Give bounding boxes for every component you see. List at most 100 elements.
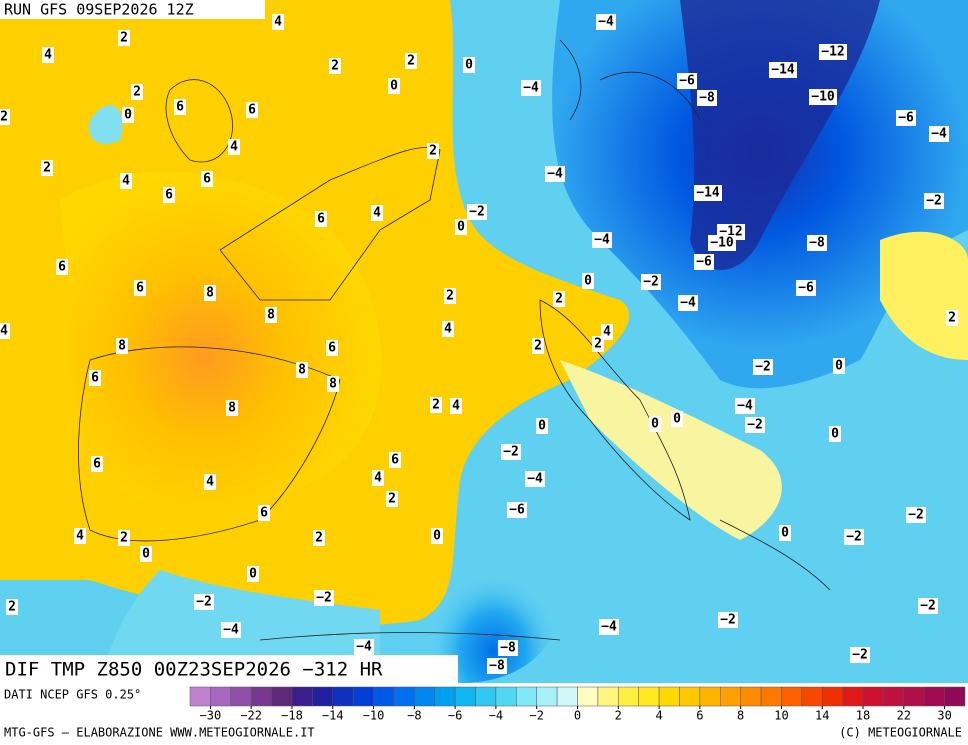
contour-label: 6 bbox=[165, 188, 173, 203]
contour-label: 4 bbox=[452, 399, 460, 414]
colorbar-swatch bbox=[801, 686, 823, 707]
label-box bbox=[532, 338, 544, 354]
contour-label: 6 bbox=[136, 281, 144, 296]
colorbar-label: −22 bbox=[240, 709, 262, 723]
label-box bbox=[906, 507, 926, 523]
label-box bbox=[405, 53, 417, 69]
colorbar-label: −10 bbox=[363, 709, 385, 723]
run-label: RUN GFS 09SEP2026 12Z bbox=[4, 1, 194, 19]
label-box bbox=[501, 444, 521, 460]
contour-label: 2 bbox=[120, 31, 128, 46]
label-box bbox=[463, 57, 475, 73]
label-box bbox=[498, 640, 518, 656]
colorbar-swatch bbox=[475, 686, 497, 707]
contour-label: 0 bbox=[390, 79, 398, 94]
colorbar-label: −8 bbox=[407, 709, 421, 723]
label-box bbox=[918, 598, 938, 614]
colorbar-label: −6 bbox=[448, 709, 462, 723]
label-box bbox=[796, 280, 816, 296]
contour-label: −4 bbox=[223, 623, 239, 638]
label-box bbox=[694, 185, 722, 201]
colorbar-swatch bbox=[740, 686, 762, 707]
label-box bbox=[641, 274, 661, 290]
label-box bbox=[694, 254, 714, 270]
contour-label: 4 bbox=[444, 322, 452, 337]
label-box bbox=[89, 370, 101, 386]
contour-label: 8 bbox=[298, 363, 306, 378]
label-box bbox=[708, 235, 736, 251]
contour-label: −2 bbox=[755, 360, 771, 375]
contour-label: 6 bbox=[58, 260, 66, 275]
label-box bbox=[163, 187, 175, 203]
colorbar-swatch bbox=[883, 686, 905, 707]
label-box bbox=[134, 280, 146, 296]
label-box bbox=[265, 307, 277, 323]
label-box bbox=[444, 288, 456, 304]
contour-label: 8 bbox=[228, 401, 236, 416]
label-box bbox=[819, 44, 847, 60]
contour-label: 4 bbox=[374, 471, 382, 486]
colorbar-swatch bbox=[352, 686, 374, 707]
label-box bbox=[120, 173, 132, 189]
colorbar-swatch bbox=[250, 686, 272, 707]
colorbar-label: 8 bbox=[737, 709, 744, 723]
label-box bbox=[122, 107, 134, 123]
contour-label: 0 bbox=[465, 58, 473, 73]
label-box bbox=[596, 14, 616, 30]
label-box bbox=[174, 99, 186, 115]
colorbar-label: −4 bbox=[489, 709, 503, 723]
colorbar-swatch bbox=[210, 686, 232, 707]
colorbar-label: 14 bbox=[815, 709, 829, 723]
contour-label: 2 bbox=[8, 600, 16, 615]
contour-label: −2 bbox=[503, 445, 519, 460]
colorbar-label: −30 bbox=[200, 709, 222, 723]
colorbar-swatch bbox=[821, 686, 843, 707]
contour-label: −8 bbox=[699, 91, 715, 106]
label-box bbox=[924, 193, 944, 209]
contour-label: 4 bbox=[44, 48, 52, 63]
contour-label: −6 bbox=[898, 111, 914, 126]
contour-label: −8 bbox=[489, 659, 505, 674]
contour-label: 2 bbox=[388, 492, 396, 507]
label-box bbox=[455, 219, 467, 235]
label-box bbox=[118, 30, 130, 46]
label-box bbox=[201, 171, 213, 187]
contour-label: −4 bbox=[523, 81, 539, 96]
contour-label: 8 bbox=[329, 377, 337, 392]
label-box bbox=[246, 102, 258, 118]
label-box bbox=[389, 452, 401, 468]
label-box bbox=[807, 235, 827, 251]
label-box bbox=[809, 89, 837, 105]
contour-label: 2 bbox=[315, 531, 323, 546]
contour-label: 4 bbox=[76, 529, 84, 544]
colorbar-swatch bbox=[923, 686, 945, 707]
contour-label: 2 bbox=[432, 398, 440, 413]
label-box bbox=[769, 62, 797, 78]
label-box bbox=[372, 470, 384, 486]
contour-label: 0 bbox=[651, 417, 659, 432]
label-box bbox=[41, 160, 53, 176]
contour-label: 6 bbox=[317, 212, 325, 227]
contour-label: −10 bbox=[811, 90, 835, 105]
label-box bbox=[247, 566, 259, 582]
contour-label: −2 bbox=[846, 530, 862, 545]
label-box bbox=[521, 80, 541, 96]
contour-label: −4 bbox=[931, 127, 947, 142]
colorbar-swatch bbox=[903, 686, 925, 707]
contour-label: 2 bbox=[429, 144, 437, 159]
contour-label: 6 bbox=[248, 103, 256, 118]
label-box bbox=[313, 530, 325, 546]
label-box bbox=[118, 530, 130, 546]
label-box bbox=[450, 398, 462, 414]
contour-label: 6 bbox=[391, 453, 399, 468]
contour-label: −2 bbox=[920, 599, 936, 614]
label-box bbox=[329, 58, 341, 74]
colorbar-label: −14 bbox=[322, 709, 344, 723]
contour-label: −2 bbox=[926, 194, 942, 209]
label-box bbox=[0, 109, 10, 125]
label-box bbox=[194, 594, 214, 610]
contour-label: 0 bbox=[457, 220, 465, 235]
label-box bbox=[386, 491, 398, 507]
label-box bbox=[258, 505, 270, 521]
